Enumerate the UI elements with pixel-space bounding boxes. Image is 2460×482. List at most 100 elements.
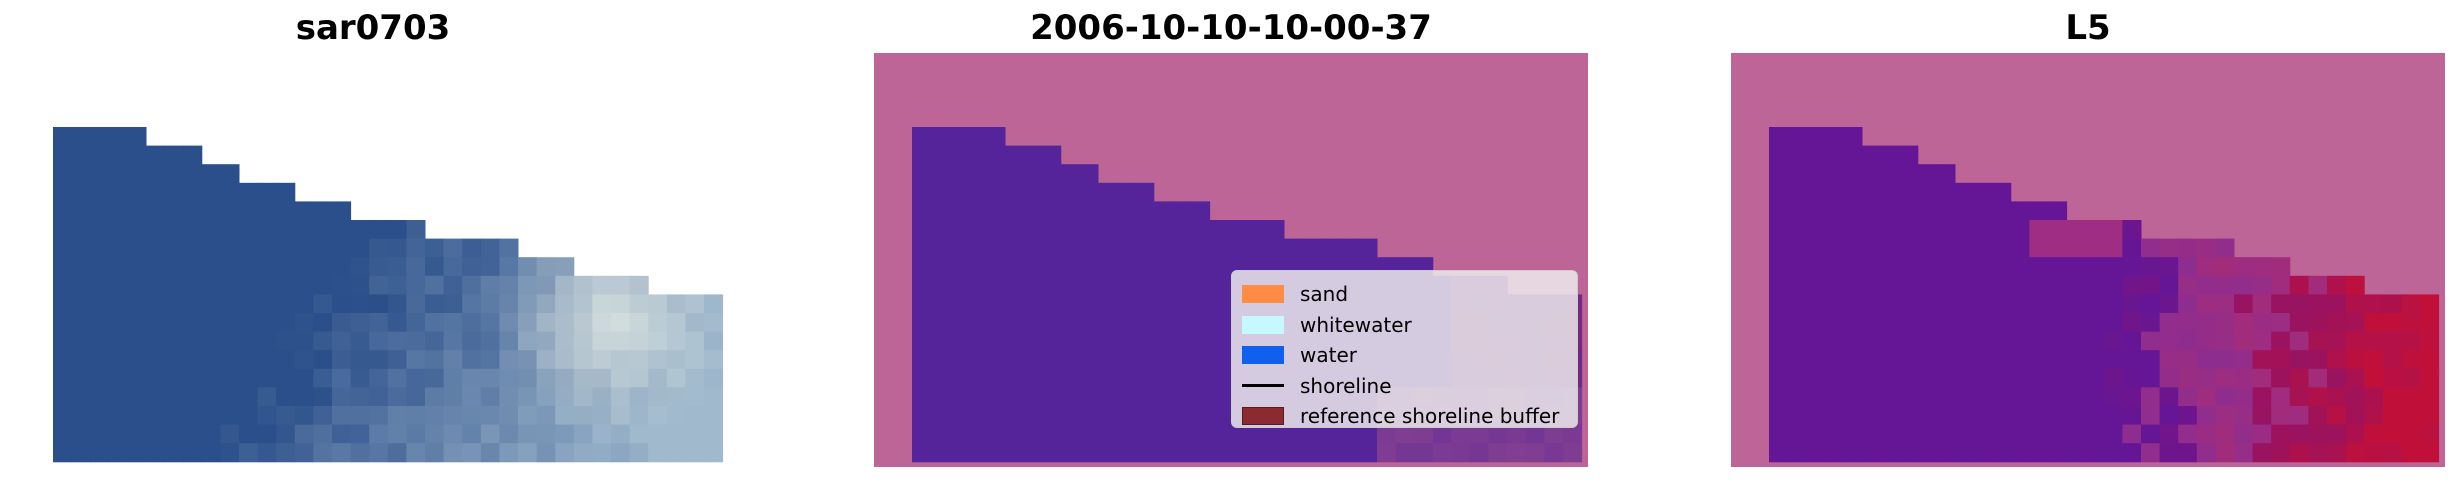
rgb-image (53, 127, 724, 463)
l5-pixel (2420, 350, 2440, 370)
l5-pixel (1769, 331, 1789, 351)
class-pixel (1116, 350, 1136, 370)
l5-pixel (1899, 220, 1919, 240)
image-pixel (406, 368, 426, 388)
image-pixel (164, 182, 184, 202)
class-pixel (1414, 443, 1434, 463)
image-pixel (183, 164, 203, 184)
class-pixel (1209, 350, 1229, 370)
class-pixel (967, 406, 987, 426)
l5-pixel (2382, 294, 2402, 314)
l5-pixel (1936, 350, 1956, 370)
class-pixel (1005, 275, 1025, 295)
image-pixel (387, 238, 407, 258)
image-pixel (666, 406, 686, 426)
l5-pixel (2048, 350, 2068, 370)
l5-pixel (2141, 331, 2161, 351)
image-pixel (164, 145, 184, 165)
class-pixel (1079, 387, 1099, 407)
class-pixel (1153, 331, 1173, 351)
l5-pixel (1880, 406, 1900, 426)
class-pixel (912, 257, 932, 277)
legend-label: reference shoreline buffer (1300, 404, 1560, 429)
image-pixel (313, 406, 333, 426)
image-pixel (220, 238, 240, 258)
image-pixel (462, 313, 482, 333)
image-pixel (146, 331, 166, 351)
image-pixel (629, 368, 649, 388)
l5-pixel (2010, 406, 2030, 426)
class-pixel (1079, 257, 1099, 277)
image-pixel (592, 443, 612, 463)
l5-pixel (2122, 387, 2142, 407)
image-pixel (685, 350, 705, 370)
class-pixel (1153, 368, 1173, 388)
l5-pixel (2196, 257, 2216, 277)
image-pixel (425, 368, 445, 388)
image-pixel (592, 406, 612, 426)
image-pixel (239, 238, 259, 258)
l5-pixel (2029, 238, 2049, 258)
image-pixel (536, 443, 556, 463)
class-pixel (1507, 424, 1527, 444)
image-pixel (704, 294, 724, 314)
class-pixel (1098, 201, 1118, 221)
class-pixel (949, 368, 969, 388)
class-pixel (986, 127, 1006, 147)
class-pixel (1172, 406, 1192, 426)
class-pixel (1265, 443, 1285, 463)
image-pixel (462, 238, 482, 258)
image-pixel (146, 220, 166, 240)
image-pixel (90, 238, 110, 258)
image-pixel (257, 294, 277, 314)
image-pixel (573, 275, 593, 295)
image-pixel (276, 406, 296, 426)
class-pixel (1023, 257, 1043, 277)
image-pixel (369, 406, 389, 426)
class-pixel (1209, 257, 1229, 277)
class-pixel (1172, 387, 1192, 407)
l5-pixel (2066, 220, 2086, 240)
image-pixel (71, 220, 91, 240)
image-pixel (220, 257, 240, 277)
image-pixel (146, 201, 166, 221)
l5-pixel (2010, 331, 2030, 351)
l5-pixel (2401, 443, 2421, 463)
class-pixel (1060, 164, 1080, 184)
l5-pixel (2252, 424, 2272, 444)
l5-pixel (1862, 164, 1882, 184)
image-pixel (183, 368, 203, 388)
image-pixel (127, 313, 147, 333)
image-pixel (164, 257, 184, 277)
l5-pixel (1880, 201, 1900, 221)
l5-pixel (2234, 406, 2254, 426)
image-pixel (201, 443, 221, 463)
l5-pixel (1787, 331, 1807, 351)
image-pixel (629, 424, 649, 444)
image-pixel (648, 350, 668, 370)
l5-pixel (1787, 257, 1807, 277)
image-pixel (480, 406, 500, 426)
l5-pixel (2178, 275, 2198, 295)
image-pixel (425, 313, 445, 333)
image-pixel (90, 201, 110, 221)
image-pixel (480, 443, 500, 463)
image-pixel (592, 294, 612, 314)
class-pixel (1339, 443, 1359, 463)
l5-pixel (1955, 368, 1975, 388)
class-pixel (967, 443, 987, 463)
image-pixel (127, 182, 147, 202)
class-pixel (1060, 294, 1080, 314)
class-pixel (1246, 220, 1266, 240)
l5-pixel (2345, 275, 2365, 295)
class-pixel (912, 313, 932, 333)
image-pixel (443, 350, 463, 370)
l5-pixel (2364, 443, 2384, 463)
class-pixel (1153, 238, 1173, 258)
image-pixel (350, 406, 370, 426)
image-pixel (573, 350, 593, 370)
image-pixel (220, 182, 240, 202)
l5-pixel (2271, 294, 2291, 314)
l5-pixel (1955, 331, 1975, 351)
image-pixel (499, 294, 519, 314)
